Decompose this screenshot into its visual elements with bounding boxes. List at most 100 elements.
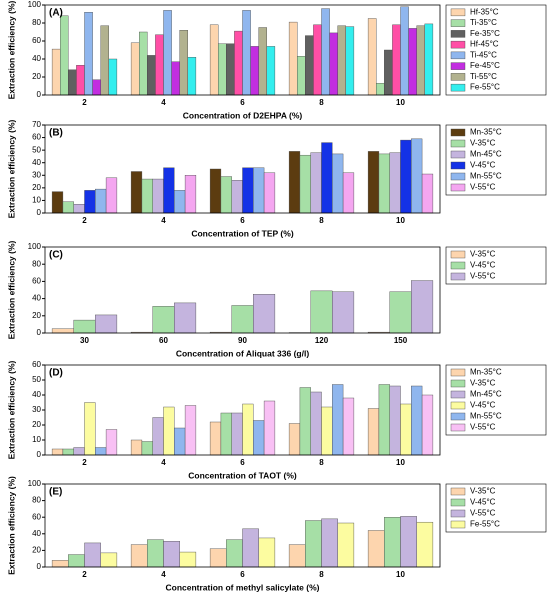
- bar: [337, 522, 355, 568]
- x-tick-label: 6: [240, 216, 245, 225]
- bar: [209, 548, 227, 568]
- x-axis-label: Concentration of TEP (%): [191, 228, 293, 238]
- x-tick-label: 4: [161, 98, 166, 107]
- legend-label: Ti-55°C: [470, 72, 497, 81]
- legend-label: V-55°C: [470, 183, 496, 192]
- bar: [416, 521, 434, 568]
- bar: [184, 405, 197, 456]
- bar: [321, 518, 338, 568]
- bar: [84, 11, 93, 96]
- bar: [141, 441, 153, 456]
- bar: [163, 406, 175, 456]
- plot-frame: [44, 364, 441, 456]
- x-axis-label: Concentration of methyl salicylate (%): [166, 582, 320, 592]
- bar: [266, 46, 276, 96]
- x-tick-label: 2: [82, 570, 87, 579]
- y-tick-label: 60: [32, 36, 41, 45]
- bar: [253, 294, 276, 334]
- bar: [263, 400, 276, 456]
- x-tick-label: 10: [396, 216, 405, 225]
- legend-swatch: [450, 128, 466, 137]
- y-tick-label: 40: [32, 529, 41, 538]
- bar: [68, 69, 77, 96]
- legend-label: V-45°C: [470, 401, 496, 410]
- bar: [299, 387, 311, 456]
- y-tick-label: 20: [32, 183, 41, 192]
- x-tick-label: 4: [161, 216, 166, 225]
- bar: [209, 421, 222, 456]
- y-tick-label: 40: [32, 158, 41, 167]
- legend-label: Hf-35°C: [470, 7, 499, 16]
- bar: [242, 403, 254, 456]
- bar: [392, 24, 401, 96]
- x-axis-label: Concentration of Aliquat 336 (g/l): [176, 348, 309, 358]
- legend-swatch: [450, 172, 466, 181]
- bar: [389, 385, 401, 456]
- panel-label: (A): [49, 8, 63, 19]
- legend-label: Mn-45°C: [470, 150, 502, 159]
- bar: [179, 30, 188, 96]
- legend-swatch: [450, 73, 466, 81]
- legend-label: Hf-45°C: [470, 40, 499, 49]
- y-tick-label: 0: [37, 328, 42, 337]
- y-tick-label: 50: [32, 145, 41, 154]
- bar: [342, 397, 355, 456]
- x-tick-label: 10: [396, 458, 405, 467]
- bar: [258, 537, 276, 568]
- y-tick-label: 80: [32, 18, 41, 27]
- y-axis-label: Extraction efficiency (%): [6, 240, 16, 339]
- x-tick-label: 4: [161, 570, 166, 579]
- bar: [139, 31, 148, 96]
- legend-label: Fe-35°C: [470, 29, 500, 38]
- legend-swatch: [450, 30, 466, 38]
- bar: [250, 46, 259, 96]
- x-tick-label: 90: [238, 336, 247, 345]
- legend-swatch: [450, 150, 466, 159]
- bar: [73, 203, 85, 214]
- bar: [288, 151, 301, 214]
- bar: [367, 530, 385, 568]
- bar: [147, 55, 156, 96]
- bar: [310, 152, 322, 214]
- bar: [378, 384, 390, 456]
- legend-label: Mn-55°C: [470, 172, 502, 181]
- bar: [400, 403, 412, 456]
- bar: [376, 83, 385, 96]
- bar: [299, 154, 311, 214]
- bar: [367, 151, 380, 214]
- bar: [337, 25, 346, 96]
- bar: [342, 172, 355, 214]
- legend-swatch: [450, 62, 466, 70]
- bar: [95, 447, 107, 456]
- legend-label: Mn-35°C: [470, 128, 502, 137]
- legend-label: V-55°C: [470, 272, 496, 281]
- legend-frame: [445, 124, 547, 196]
- bar: [408, 28, 417, 96]
- bar: [231, 180, 243, 214]
- bar: [152, 306, 175, 334]
- x-tick-label: 6: [240, 98, 245, 107]
- bar: [84, 402, 96, 456]
- bar: [421, 394, 434, 456]
- panel-label: (C): [49, 250, 63, 261]
- legend-label: V-35°C: [470, 139, 496, 148]
- y-tick-label: 50: [32, 375, 41, 384]
- bar: [384, 49, 393, 96]
- bar: [416, 25, 425, 96]
- bar: [130, 42, 140, 96]
- legend-swatch: [450, 509, 466, 518]
- legend-label: Mn-55°C: [470, 412, 502, 421]
- bar: [310, 391, 322, 456]
- bar: [411, 385, 423, 456]
- bar: [51, 328, 74, 334]
- bar: [411, 138, 423, 214]
- y-tick-label: 100: [28, 242, 42, 251]
- y-tick-label: 80: [32, 259, 41, 268]
- bar: [60, 15, 69, 96]
- legend-swatch: [450, 368, 466, 377]
- legend-label: Mn-45°C: [470, 390, 502, 399]
- y-tick-label: 10: [32, 196, 41, 205]
- legend-label: Fe-45°C: [470, 61, 500, 70]
- legend-label: Ti-45°C: [470, 50, 497, 59]
